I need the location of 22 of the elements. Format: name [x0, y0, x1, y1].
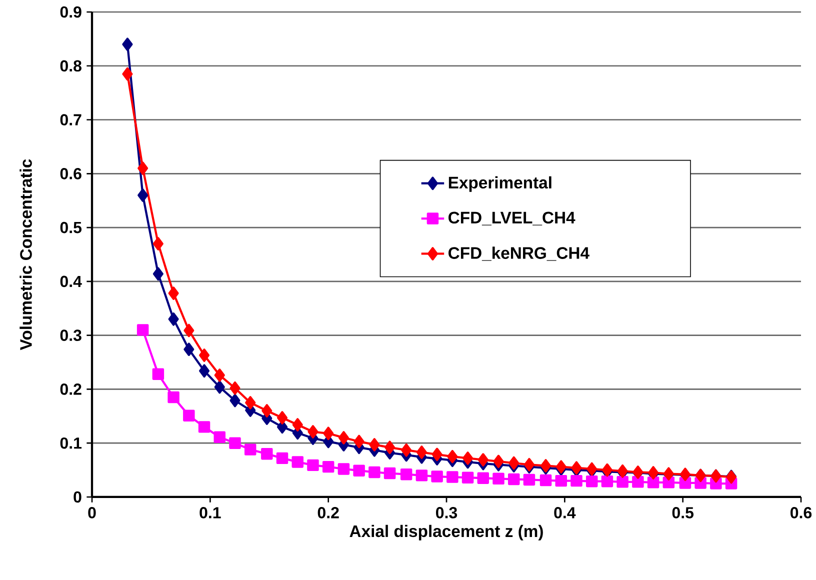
y-tick-label: 0.2: [60, 384, 82, 395]
y-tick-label: 0.9: [60, 6, 82, 18]
legend-label: Experimental: [448, 176, 552, 192]
legend-label: CFD_keNRG_CH4: [448, 246, 590, 261]
x-tick-label: 0.1: [200, 507, 221, 518]
x-tick-label: 0: [88, 507, 96, 518]
x-tick-label: 0.5: [672, 507, 694, 518]
y-tick-label: 0.5: [60, 222, 82, 234]
y-axis-title: Volumetric Concentratic: [20, 159, 32, 350]
y-tick-label: 0.3: [60, 330, 82, 342]
y-tick-label: 0.6: [60, 168, 82, 180]
x-axis-title: Axial displacement z (m): [350, 524, 543, 540]
y-tick-label: 0: [74, 491, 82, 503]
y-tick-label: 0.1: [60, 437, 82, 449]
x-tick-label: 0.3: [436, 507, 458, 518]
y-tick-label: 0.8: [60, 60, 82, 72]
x-tick-label: 0.2: [318, 507, 339, 518]
x-tick-label: 0.6: [790, 507, 812, 518]
x-tick-label: 0.4: [554, 507, 576, 518]
y-tick-label: 0.4: [60, 276, 82, 288]
y-tick-label: 0.7: [60, 114, 82, 126]
legend-label: CFD_LVEL_CH4: [448, 212, 576, 226]
